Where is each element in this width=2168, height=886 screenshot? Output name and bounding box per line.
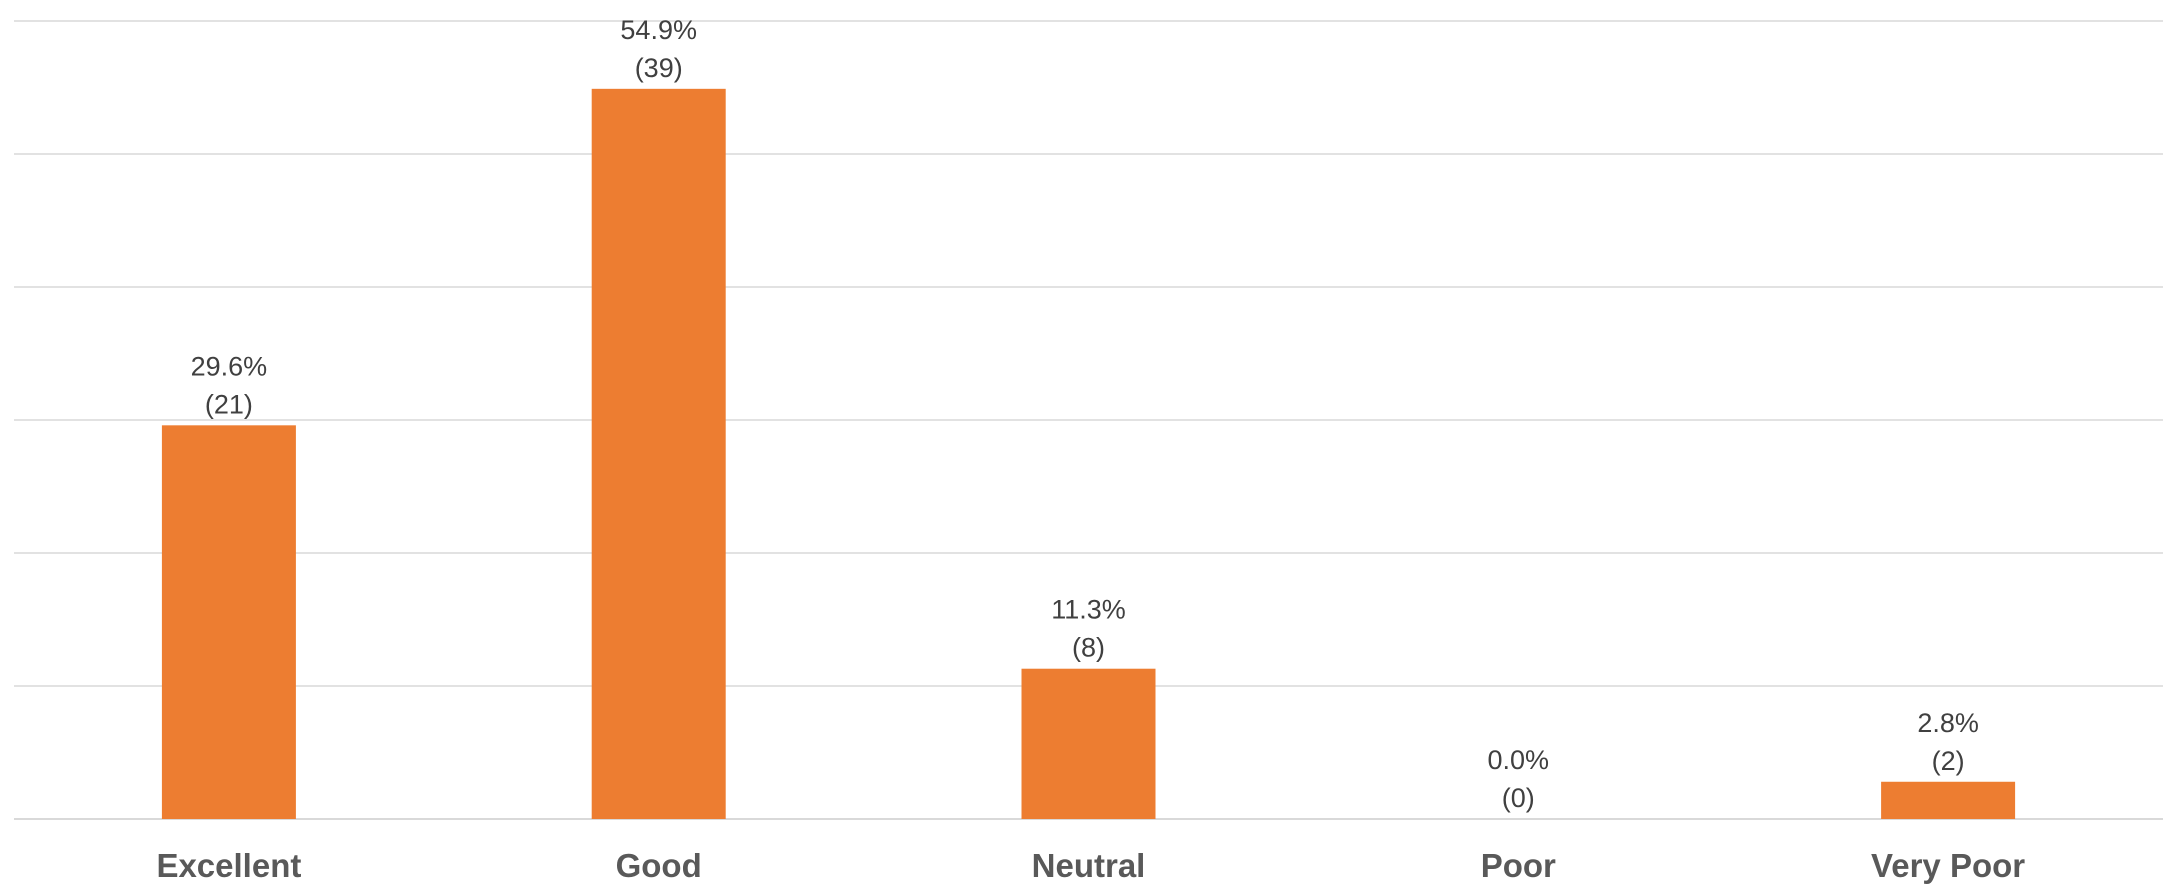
data-label-count: (0) (1502, 783, 1535, 813)
bar-very-poor (1881, 781, 2016, 819)
data-label-count: (2) (1932, 746, 1965, 776)
category-label: Poor (1481, 847, 1556, 884)
data-label-percent: 54.9% (620, 15, 697, 45)
bar-neutral (1021, 668, 1156, 819)
bars (161, 88, 2016, 819)
value-labels: 29.6% (21) 54.9% (39) 11.3% (8) 0.0% (0) 2.8% (2) (191, 15, 1979, 813)
data-label-percent: 29.6% (191, 351, 268, 381)
bar-excellent (161, 425, 296, 819)
data-label-percent: 11.3% (1051, 595, 1126, 625)
category-label: Excellent (156, 847, 301, 884)
category-label: Neutral (1032, 847, 1146, 884)
data-label-count: (39) (635, 53, 683, 83)
data-label-percent: 2.8% (1917, 708, 1979, 738)
data-label-percent: 0.0% (1488, 745, 1550, 775)
data-label-count: (21) (205, 389, 253, 419)
bar-good (591, 88, 726, 819)
category-label: Good (616, 847, 702, 884)
data-label-count: (8) (1072, 633, 1105, 663)
category-label: Very Poor (1871, 847, 2025, 884)
category-labels: Excellent Good Neutral Poor Very Poor (156, 847, 2025, 884)
